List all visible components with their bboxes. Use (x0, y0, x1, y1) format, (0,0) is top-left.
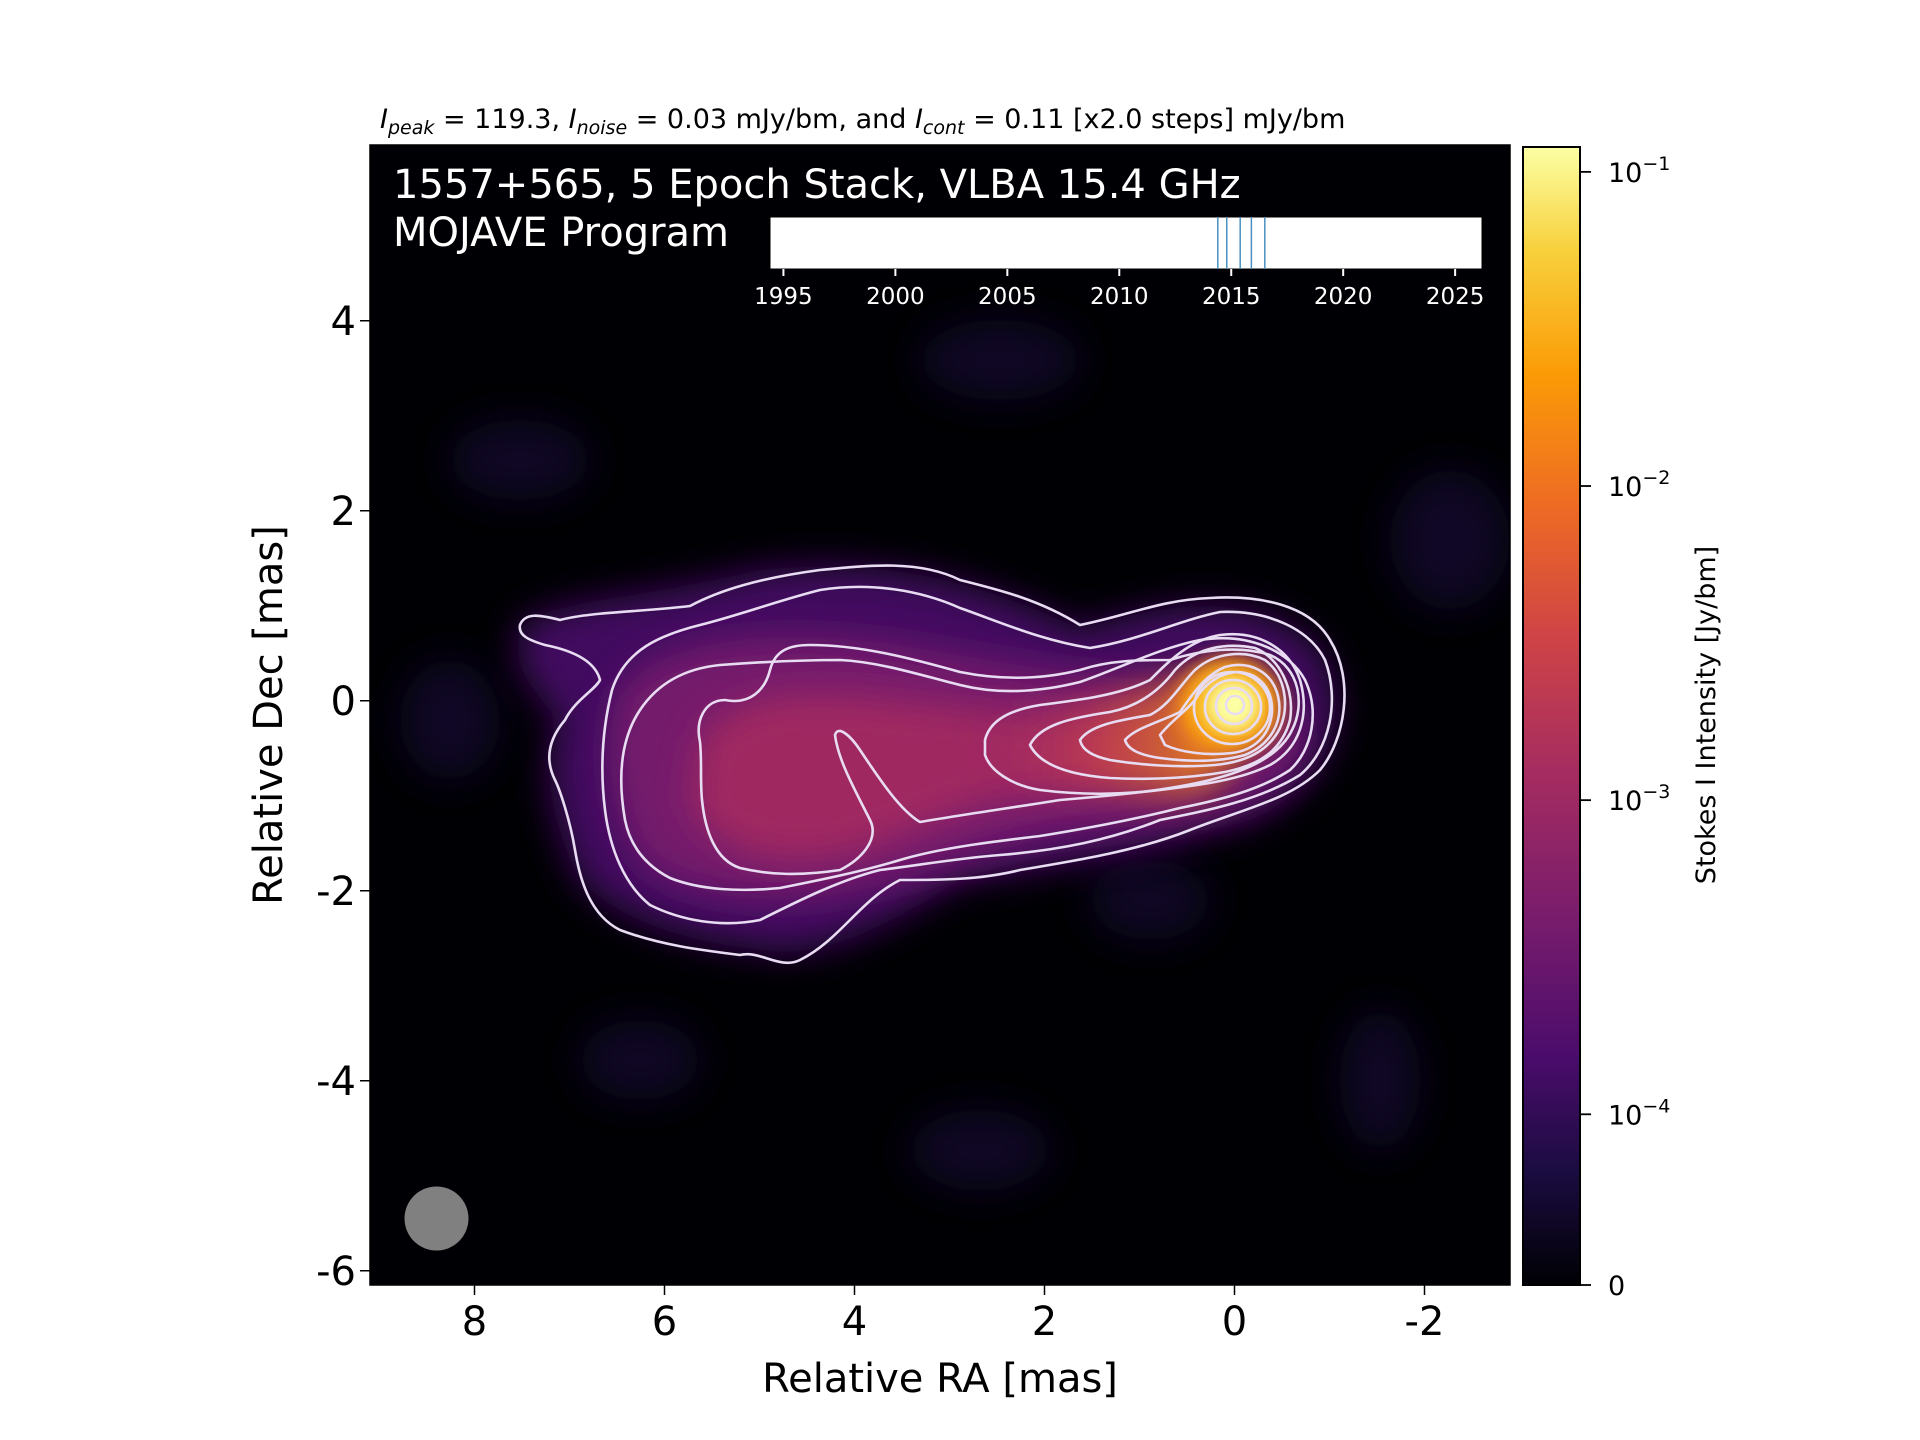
y-tick-label: 4 (331, 299, 356, 345)
timeline-box (769, 216, 1483, 270)
plot-frame (369, 144, 1511, 1286)
peak-value: = 119.3, (434, 104, 568, 135)
timeline-tick-label: 2015 (1202, 284, 1261, 310)
x-axis-label: Relative RA [mas] (762, 1356, 1118, 1402)
contour-level-6 (1028, 644, 1293, 781)
cont-subscript: cont (923, 117, 966, 139)
y-tick-label: -4 (316, 1059, 356, 1105)
noise-subscript: noise (577, 117, 628, 139)
timeline-tick-label: 2020 (1314, 284, 1373, 310)
epoch-lines (1217, 217, 1266, 269)
program-label: MOJAVE Program (393, 210, 729, 256)
source-title: 1557+565, 5 Epoch Stack, VLBA 15.4 GHz (393, 162, 1241, 208)
colorbar-tick-label: 10−3 (1608, 781, 1670, 817)
colorbar-label: Stokes I Intensity [Jy/bm] (1691, 546, 1722, 884)
colorbar-tick-label: 10−4 (1608, 1095, 1670, 1131)
noise-haze (400, 320, 1510, 1190)
beam-ellipse (404, 1186, 469, 1251)
contours (518, 564, 1346, 965)
cont-symbol: I (915, 104, 923, 135)
contour-level-11 (1203, 678, 1263, 736)
y-tick-label: -6 (316, 1249, 356, 1295)
y-axis-label: Relative Dec [mas] (246, 525, 292, 905)
x-tick-label: 2 (1032, 1299, 1057, 1345)
timeline-ticks: 1995 2000 2005 2010 2015 2020 2025 (754, 269, 1484, 310)
timeline-inset: 1995 2000 2005 2010 2015 2020 2025 (754, 216, 1484, 310)
x-tick-label: 4 (842, 1299, 867, 1345)
x-tick-label: -2 (1405, 1299, 1445, 1345)
contour-level-12 (1214, 686, 1254, 726)
contour-level-4 (697, 643, 1300, 876)
colorbar-tick-label: 10−1 (1608, 153, 1670, 189)
y-tick-label: 2 (331, 489, 356, 535)
peak-subscript: peak (387, 117, 435, 139)
contour-level-5 (983, 632, 1306, 796)
x-tick-label: 8 (462, 1299, 487, 1345)
contour-level-13 (1224, 694, 1246, 716)
cont-value: = 0.11 [x2.0 steps] mJy/bm (964, 104, 1345, 135)
x-tick-label: 0 (1222, 1299, 1247, 1345)
image-plot (370, 145, 1510, 1285)
timeline-tick-label: 2025 (1426, 284, 1485, 310)
noise-value: = 0.03 mJy/bm, and (627, 104, 915, 135)
colorbar: 10−1 10−2 10−3 10−4 0 Stokes I Intensity [Jy… (1522, 146, 1722, 1302)
x-axis-ticks: 8 6 4 2 0 -2 (462, 1285, 1445, 1345)
contour-level-2 (601, 585, 1334, 925)
colorbar-tick-label: 0 (1608, 1271, 1625, 1302)
y-axis-ticks: 4 2 0 -2 -4 -6 (316, 299, 370, 1295)
contour-level-1 (518, 564, 1346, 965)
noise-symbol: I (569, 104, 577, 135)
contour-level-7 (1078, 652, 1287, 768)
timeline-tick-label: 1995 (754, 284, 813, 310)
colorbar-ticks: 10−1 10−2 10−3 10−4 0 (1580, 153, 1670, 1302)
header-title: Ipeak = 119.3, Inoise = 0.03 mJy/bm, and… (380, 104, 1345, 139)
x-tick-label: 6 (652, 1299, 677, 1345)
y-tick-label: 0 (331, 679, 356, 725)
colorbar-tick-label: 10−2 (1608, 467, 1670, 503)
timeline-tick-label: 2000 (866, 284, 925, 310)
colorbar-gradient (1522, 146, 1581, 1286)
y-tick-label: -2 (316, 869, 356, 915)
timeline-tick-label: 2010 (1090, 284, 1149, 310)
peak-symbol: I (380, 104, 388, 135)
contour-level-8 (1123, 663, 1281, 762)
timeline-tick-label: 2005 (978, 284, 1037, 310)
contour-level-10 (1192, 670, 1272, 746)
